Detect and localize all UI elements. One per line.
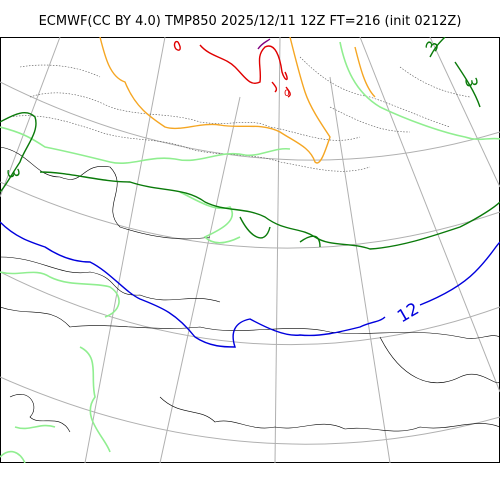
contour-label-0-top: 0 — [284, 89, 290, 99]
map-title: ECMWF(CC BY 4.0) TMP850 2025/12/11 12Z F… — [38, 14, 462, 29]
contour-blue — [0, 221, 500, 348]
map-border — [0, 37, 500, 463]
map-canvas: 12 3 3 3 0 — [0, 37, 500, 463]
graticule — [0, 37, 500, 463]
contour-orange — [99, 37, 376, 164]
contour-purple — [257, 38, 271, 50]
contour-lightgreen — [0, 41, 500, 463]
contour-label-3-right: 3 — [461, 76, 481, 89]
contour-green — [0, 37, 500, 250]
dotted-contours — [9, 56, 471, 172]
contour-red — [173, 40, 291, 98]
contour-label-3-left: 3 — [3, 167, 23, 180]
coastlines — [0, 146, 500, 433]
